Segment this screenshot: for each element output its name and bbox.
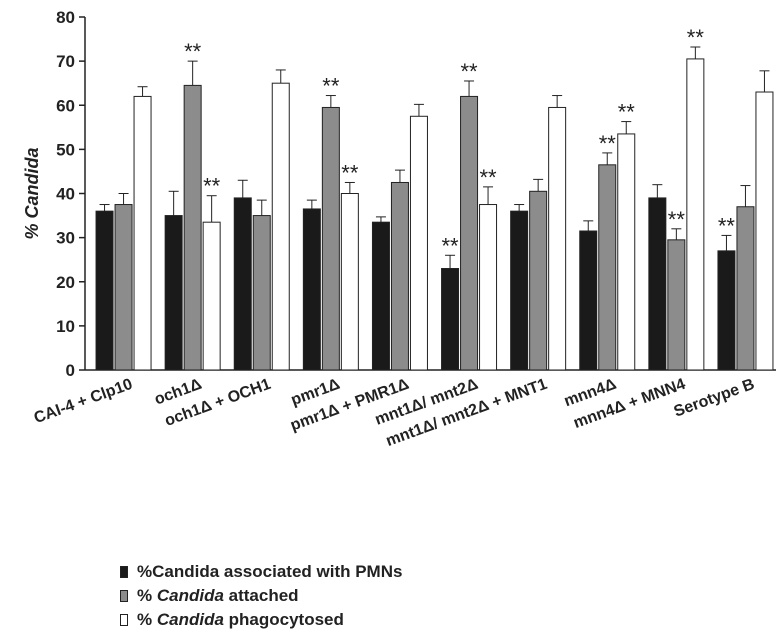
bar-associated [371,221,390,371]
significance-marker: ** [618,100,636,125]
chart-legend: %Candida associated with PMNs % Candida … [120,560,402,632]
legend-label-phagocytosed-suffix: phagocytosed [223,610,344,629]
bar-associated [441,268,460,371]
legend-label-attached-suffix: attached [223,586,299,605]
significance-marker: ** [203,174,221,199]
bar-attached [321,106,340,371]
legend-label-attached-italic: Candida [156,586,224,605]
bar-associated [233,197,252,371]
significance-marker: ** [668,207,686,232]
bar-associated [164,215,183,371]
bar-phagocytosed [409,115,428,371]
bar-phagocytosed [479,204,498,371]
bar-associated [302,208,321,371]
y-tick-label: 50 [56,140,75,159]
significance-marker: ** [479,165,497,190]
significance-marker: ** [184,39,202,64]
legend-item-phagocytosed: % Candida phagocytosed [120,608,402,632]
bar-attached [114,204,133,371]
bar-phagocytosed [271,82,290,371]
bar-phagocytosed [755,91,774,371]
significance-marker: ** [322,74,340,99]
y-axis-label: % Candida [22,147,42,239]
legend-label-phagocytosed-italic: Candida [156,610,224,629]
significance-marker: ** [687,25,705,50]
bar-phagocytosed [617,133,636,371]
y-tick-label: 10 [56,317,75,336]
y-tick-label: 60 [56,96,75,115]
bar-attached [529,190,548,371]
significance-marker: ** [599,131,617,156]
bar-phagocytosed [202,221,221,371]
legend-label-attached-prefix: % [137,586,157,605]
y-tick-label: 40 [56,185,75,204]
significance-marker: ** [718,213,736,238]
x-category-label: CAI-4 + Clp10 [32,376,135,427]
significance-marker: ** [341,160,359,185]
legend-swatch-associated [120,566,128,578]
bar-attached [252,215,271,371]
bar-attached [667,239,686,371]
y-tick-label: 70 [56,52,75,71]
legend-label-associated: %Candida associated with PMNs [137,562,403,581]
bar-phagocytosed [686,58,705,371]
bar-phagocytosed [133,95,152,371]
bar-attached [460,95,479,371]
significance-marker: ** [441,233,459,258]
legend-item-associated: %Candida associated with PMNs [120,560,402,584]
bar-associated [717,250,736,371]
bar-attached [598,164,617,371]
legend-swatch-attached [120,590,128,602]
bar-phagocytosed [548,106,567,371]
bar-associated [95,210,114,371]
legend-item-attached: % Candida attached [120,584,402,608]
bar-attached [736,206,755,371]
significance-marker: ** [460,59,478,84]
bar-associated [510,210,529,371]
legend-label-phagocytosed-prefix: % [137,610,157,629]
x-category-label: Serotype B [672,376,757,421]
y-tick-label: 0 [66,361,75,380]
y-tick-label: 30 [56,229,75,248]
bar-associated [648,197,667,371]
bar-attached [183,84,202,371]
legend-swatch-phagocytosed [120,614,128,626]
bar-associated [579,230,598,371]
y-tick-label: 80 [56,8,75,27]
bar-phagocytosed [340,193,359,371]
y-tick-label: 20 [56,273,75,292]
bar-attached [390,181,409,371]
